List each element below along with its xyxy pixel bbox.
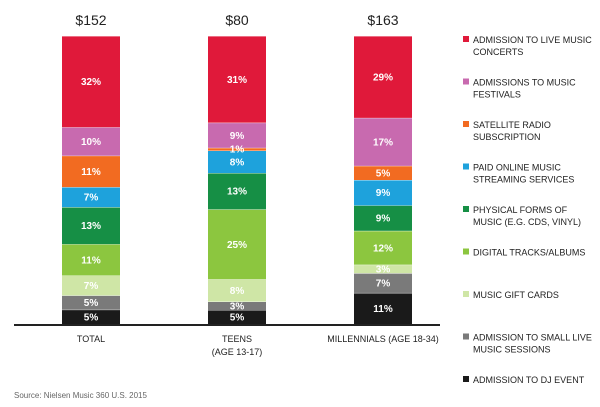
segment-value-label: 11% (81, 255, 101, 266)
segment-value-label: 5% (230, 313, 245, 324)
legend-swatch (463, 376, 469, 382)
legend-swatch (463, 206, 469, 212)
bar-segment (208, 36, 266, 123)
bar-segment (208, 301, 266, 311)
bars-group (62, 35, 412, 324)
segment-value-label: 5% (84, 298, 99, 309)
segment-value-label: 9% (376, 214, 391, 225)
category-label: TOTAL (77, 334, 105, 344)
bar-segment (62, 155, 120, 188)
bar-segment (354, 230, 412, 265)
bar-segment (208, 310, 266, 324)
legend-swatch (463, 121, 469, 127)
legend-swatch (463, 163, 469, 170)
segment-value-label: 7% (376, 279, 391, 290)
bar-segment (62, 275, 120, 296)
legend-label: ADMISSIONS TO MUSIC (473, 78, 576, 88)
legend-label: FESTIVALS (473, 90, 521, 100)
segment-value-label: 31% (227, 75, 247, 86)
category-labels-group: TOTAL TEENS (AGE 13-17) MILLENNIALS (AGE 18… (77, 334, 439, 357)
legend-label: STREAMING SERVICES (473, 175, 574, 185)
bar-segment (62, 295, 120, 310)
segment-value-label: 29% (373, 72, 393, 83)
segment-value-label: 11% (373, 304, 393, 315)
bar-segment (62, 207, 120, 245)
segment-value-label: 3% (230, 301, 245, 312)
segment-value-label: 9% (230, 131, 245, 142)
segment-value-label: 7% (84, 281, 99, 292)
category-label: TEENS (222, 334, 252, 344)
bar-segment (354, 205, 412, 231)
bar-segment (354, 264, 412, 274)
legend-label: MUSIC (E.G. CDS, VINYL) (473, 217, 581, 227)
bar-segment (354, 292, 412, 324)
bar-segment (62, 36, 120, 128)
bar-segment (354, 165, 412, 180)
bar-segment (208, 147, 266, 151)
segment-value-label: 1% (230, 145, 245, 156)
legend-label: PAID ONLINE MUSIC (473, 163, 561, 173)
legend: ADMISSION TO LIVE MUSIC CONCERTS ADMISSION… (463, 35, 592, 385)
legend-label: ADMISSION TO DJ EVENT (473, 375, 585, 385)
bar-segment (354, 36, 412, 118)
legend-label: SATELLITE RADIO (473, 120, 551, 130)
legend-label: MUSIC GIFT CARDS (473, 290, 559, 300)
segment-value-label: 8% (230, 286, 245, 297)
category-label: MILLENNIALS (AGE 18-34) (327, 334, 439, 344)
legend-swatch (463, 291, 469, 297)
bar-total-label: $80 (225, 12, 249, 28)
segment-value-label: 13% (81, 221, 101, 232)
legend-swatch (463, 248, 469, 255)
legend-label: ADMISSION TO LIVE MUSIC (473, 35, 592, 45)
bar-segment (208, 209, 266, 280)
bar-segment (354, 180, 412, 206)
legend-swatch (463, 78, 469, 85)
segment-value-label: 3% (376, 264, 391, 275)
legend-label: MUSIC SESSIONS (473, 345, 551, 355)
segment-value-label: 17% (373, 137, 393, 148)
bar-segment (62, 187, 120, 208)
category-sublabel: (AGE 13-17) (212, 347, 263, 357)
legend-label: CONCERTS (473, 47, 523, 57)
segment-value-label: 5% (376, 168, 391, 179)
legend-swatch (463, 333, 469, 340)
bar-segment (208, 150, 266, 174)
segment-value-label: 11% (81, 167, 101, 178)
segment-value-label: 32% (81, 77, 101, 88)
totals-group: $152 $80 $163 (75, 12, 398, 28)
bar-segment (354, 273, 412, 293)
segment-value-label: 9% (376, 188, 391, 199)
bar-segment (208, 173, 266, 210)
segment-value-label: 8% (230, 157, 245, 168)
segment-value-label: 12% (373, 243, 393, 254)
segment-value-label: 5% (84, 312, 99, 323)
legend-label: ADMISSION TO SMALL LIVE (473, 333, 592, 343)
bar-segment (62, 127, 120, 156)
bar-total-label: $152 (75, 12, 106, 28)
bar-segment (208, 122, 266, 148)
bar-segment (62, 244, 120, 276)
segment-labels-group: 5%5%7%11%13%7%11%10%32%5%3%8%25%13%8%1%9… (81, 72, 393, 323)
legend-label: DIGITAL TRACKS/ALBUMS (473, 248, 585, 258)
legend-label: PHYSICAL FORMS OF (473, 205, 568, 215)
segment-value-label: 25% (227, 240, 247, 251)
legend-label: SUBSCRIPTION (473, 132, 541, 142)
bar-segment (354, 117, 412, 166)
segment-value-label: 7% (84, 193, 99, 204)
segment-value-label: 13% (227, 187, 247, 198)
bar-total-label: $163 (367, 12, 398, 28)
segment-value-label: 10% (81, 137, 101, 148)
legend-swatch (463, 36, 469, 42)
source-note: Source: Nielsen Music 360 U.S. 2015 (14, 391, 148, 400)
bar-segment (62, 309, 120, 324)
bar-segment (208, 279, 266, 302)
